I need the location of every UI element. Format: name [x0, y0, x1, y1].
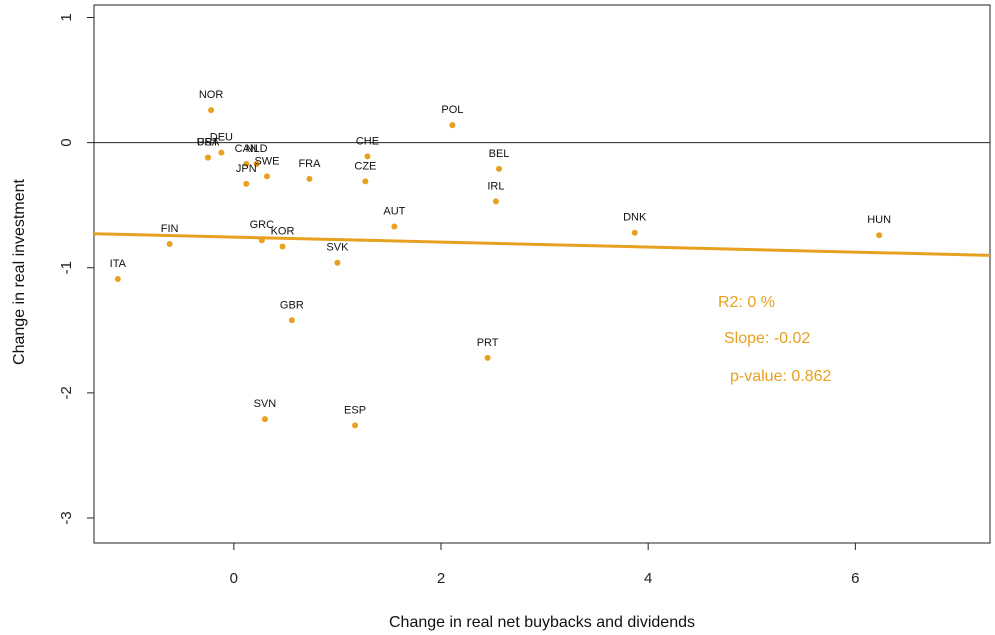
data-point [362, 178, 369, 185]
r2-annotation: R2: 0 % [718, 294, 775, 311]
data-point [208, 107, 215, 114]
x-tick-label: 6 [851, 570, 859, 587]
x-tick-label: 2 [437, 570, 445, 587]
data-point [114, 276, 121, 283]
data-point [631, 229, 638, 236]
point-label: HUN [867, 214, 891, 226]
point-label: SWE [254, 155, 279, 167]
y-tick-label: 1 [58, 13, 75, 21]
data-point [218, 149, 225, 156]
data-point [492, 198, 499, 205]
point-label: CZE [354, 160, 376, 172]
y-axis-title: Change in real investment [11, 179, 28, 365]
x-tick-label: 0 [230, 570, 238, 587]
data-point [334, 259, 341, 266]
point-label: SVN [254, 398, 277, 410]
point-label: CAN [235, 143, 258, 155]
data-point [449, 122, 456, 129]
data-point [279, 243, 286, 250]
data-point [166, 240, 173, 247]
point-label: BEL [489, 148, 510, 160]
point-label: PRT [197, 137, 219, 149]
point-label: GBR [280, 299, 304, 311]
point-label: USA [197, 137, 220, 149]
data-point [258, 237, 265, 244]
point-label: PRT [477, 337, 499, 349]
data-point [253, 160, 260, 167]
data-point [876, 232, 883, 239]
data-point [306, 175, 313, 182]
y-tick-label: -3 [58, 511, 75, 524]
point-label: POL [441, 104, 463, 116]
x-tick-label: 4 [644, 570, 652, 587]
data-point [243, 180, 250, 187]
slope-annotation: Slope: -0.02 [724, 330, 810, 347]
point-label: NOR [199, 89, 224, 101]
data-point [391, 223, 398, 230]
axis-ticks: 0 2 4 6 1 0 -1 -2 -3 [58, 13, 860, 587]
data-point [243, 160, 250, 167]
y-tick-label: -2 [58, 386, 75, 399]
point-label: AUT [383, 205, 405, 217]
data-point [496, 165, 503, 172]
data-point [364, 153, 371, 160]
y-tick-label: -1 [58, 261, 75, 274]
point-label: KOR [271, 225, 295, 237]
data-point [263, 173, 270, 180]
point-label: DEU [210, 132, 233, 144]
point-label: NLD [246, 143, 268, 155]
point-label: ESP [344, 404, 366, 416]
data-point [484, 354, 491, 361]
point-label: DNK [623, 212, 647, 224]
point-label: ITA [110, 258, 127, 270]
point-label: FRA [298, 158, 321, 170]
y-tick-label: 0 [58, 138, 75, 146]
data-point [261, 416, 268, 423]
data-point [204, 154, 211, 161]
plot-frame [93, 4, 991, 544]
x-axis-title: Change in real net buybacks and dividend… [389, 614, 695, 631]
point-label: IRL [487, 180, 504, 192]
data-point [352, 422, 359, 429]
point-label: GRC [250, 219, 275, 231]
point-label: JPN [236, 163, 257, 175]
point-label: SVK [326, 242, 349, 254]
p-value-annotation: p-value: 0.862 [730, 368, 832, 385]
data-point [288, 317, 295, 324]
point-label: CHE [356, 135, 379, 147]
point-label: FIN [161, 223, 179, 235]
regression-line [93, 232, 991, 257]
